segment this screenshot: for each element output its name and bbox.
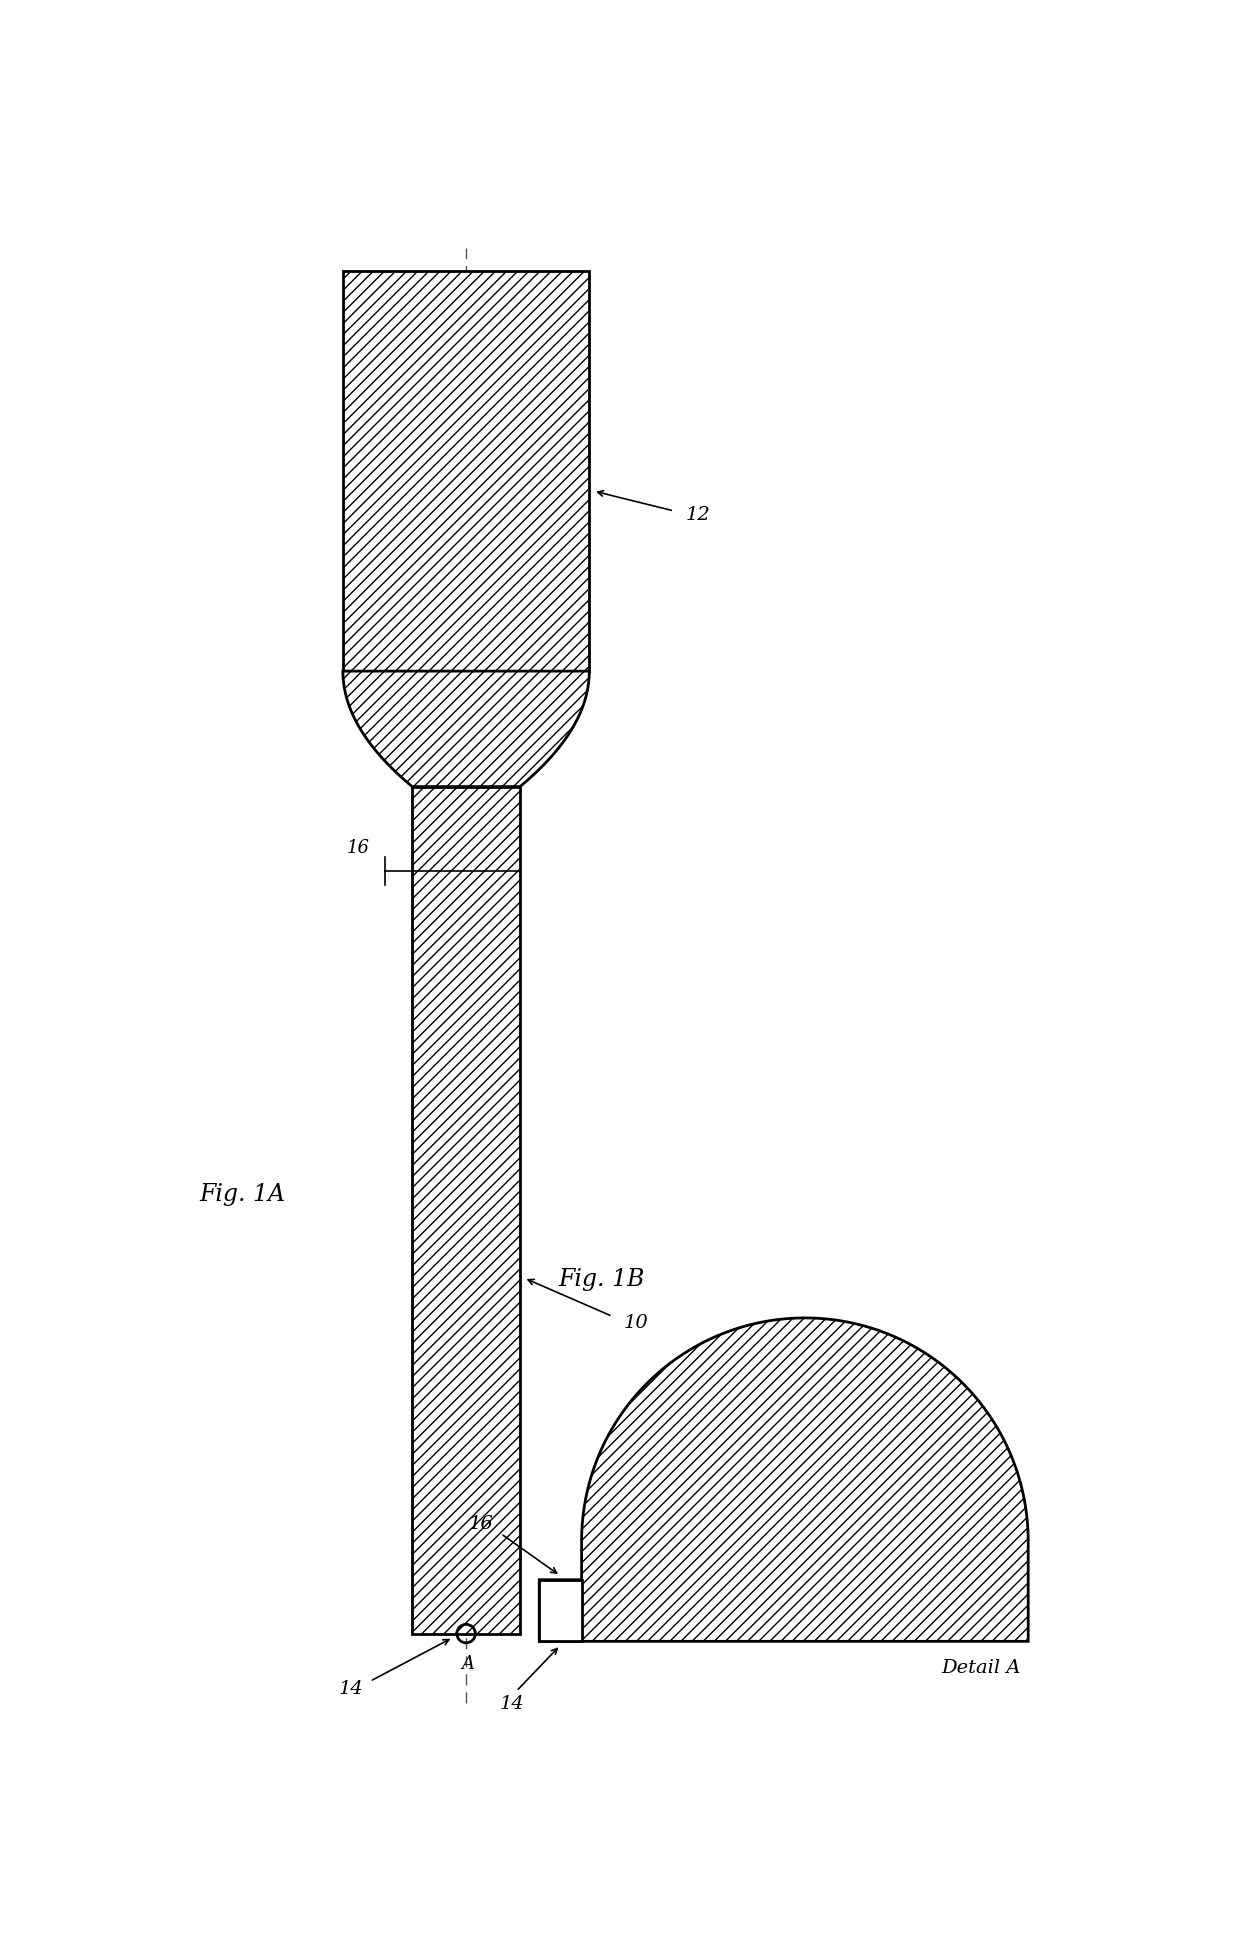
Text: Fig. 1B: Fig. 1B — [558, 1268, 645, 1292]
Text: Fig. 1A: Fig. 1A — [200, 1182, 285, 1206]
Text: 12: 12 — [686, 506, 711, 524]
Text: 14: 14 — [339, 1679, 363, 1699]
Polygon shape — [539, 1319, 1028, 1642]
Bar — [412, 787, 520, 1634]
Polygon shape — [343, 672, 589, 787]
Text: 14: 14 — [500, 1695, 525, 1714]
Text: A: A — [461, 1656, 474, 1673]
Text: 10: 10 — [624, 1313, 649, 1332]
Text: 16: 16 — [469, 1516, 494, 1533]
Bar — [343, 271, 589, 672]
Text: 16: 16 — [347, 840, 370, 857]
Bar — [539, 1580, 582, 1642]
Text: Detail A: Detail A — [941, 1660, 1021, 1677]
